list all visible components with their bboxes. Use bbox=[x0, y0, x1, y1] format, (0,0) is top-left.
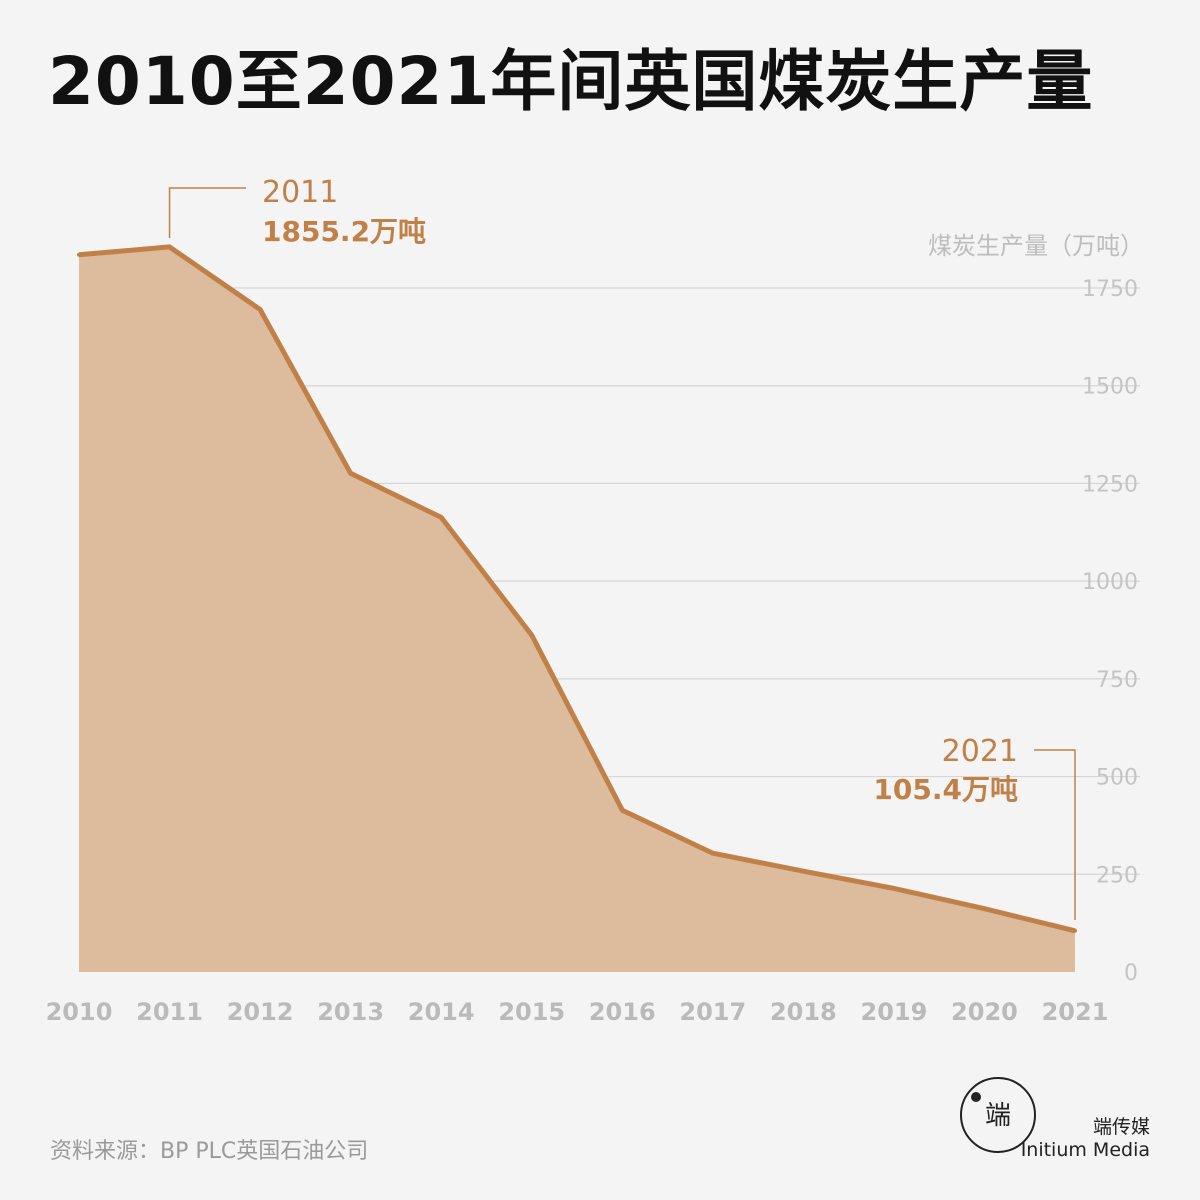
annotation-value-2021: 105.4万吨 bbox=[873, 773, 1018, 806]
x-tick-label: 2021 bbox=[1042, 998, 1109, 1026]
y-tick-label: 1500 bbox=[1082, 375, 1138, 400]
logo-glyph: 端 bbox=[985, 1101, 1011, 1131]
data-point-2015 bbox=[529, 633, 534, 638]
y-tick-label: 0 bbox=[1124, 961, 1138, 986]
y-tick-label: 1000 bbox=[1082, 570, 1138, 595]
annotation-leader-2011 bbox=[168, 187, 246, 238]
y-tick-label: 750 bbox=[1096, 668, 1138, 693]
x-tick-label: 2017 bbox=[679, 998, 746, 1026]
y-tick-label: 250 bbox=[1096, 863, 1138, 888]
brand-name-en: Initium Media bbox=[1020, 1139, 1150, 1161]
source-note: 资料来源：BP PLC英国石油公司 bbox=[50, 1139, 369, 1164]
data-point-2014 bbox=[439, 515, 444, 520]
x-tick-label: 2016 bbox=[589, 998, 656, 1026]
series-line bbox=[78, 244, 1076, 934]
x-tick-label: 2011 bbox=[136, 998, 203, 1026]
x-tick-label: 2014 bbox=[408, 998, 475, 1026]
y-tick-label: 500 bbox=[1096, 766, 1138, 791]
data-point-2020 bbox=[982, 906, 987, 911]
annotations: 2011 1855.2万吨 2021 105.4万吨 bbox=[168, 175, 1076, 920]
data-point-2011 bbox=[167, 244, 172, 249]
x-tick-label: 2018 bbox=[770, 998, 837, 1026]
data-point-2017 bbox=[710, 851, 715, 856]
initium-logo-icon: 端 bbox=[960, 1077, 1036, 1153]
annotation-value-2011: 1855.2万吨 bbox=[262, 215, 426, 248]
area-fill bbox=[79, 246, 1075, 972]
x-axis-ticks: 2010 2011 2012 2013 2014 2015 2016 2017 2018 2019… bbox=[46, 998, 1109, 1026]
page-title: 2010至2021年间英国煤炭生产量 bbox=[48, 43, 1094, 120]
data-point-2013 bbox=[348, 471, 353, 476]
y-tick-label: 1750 bbox=[1082, 277, 1138, 302]
area-layer bbox=[77, 244, 1077, 972]
y-axis-label: 煤炭生产量（万吨） bbox=[928, 232, 1144, 260]
data-point-2018 bbox=[801, 869, 806, 874]
x-tick-label: 2012 bbox=[227, 998, 294, 1026]
y-tick-label: 1250 bbox=[1082, 472, 1138, 497]
data-point-2021 bbox=[1073, 928, 1077, 933]
annotation-year-2011: 2011 bbox=[262, 175, 338, 210]
annotation-year-2021: 2021 bbox=[942, 734, 1018, 769]
x-tick-label: 2020 bbox=[951, 998, 1018, 1026]
y-axis-ticks: 0 250 500 750 1000 1250 1500 1750 bbox=[1082, 277, 1138, 986]
data-point-2012 bbox=[258, 307, 263, 312]
x-tick-label: 2010 bbox=[46, 998, 113, 1026]
data-point-2016 bbox=[620, 808, 625, 813]
brand-name-zh: 端传媒 bbox=[1092, 1116, 1150, 1138]
data-point-2010 bbox=[77, 252, 81, 257]
data-point-2019 bbox=[891, 886, 896, 891]
x-tick-label: 2015 bbox=[498, 998, 565, 1026]
annotation-leader-2021 bbox=[1034, 749, 1076, 920]
x-tick-label: 2019 bbox=[861, 998, 928, 1026]
x-tick-label: 2013 bbox=[317, 998, 384, 1026]
